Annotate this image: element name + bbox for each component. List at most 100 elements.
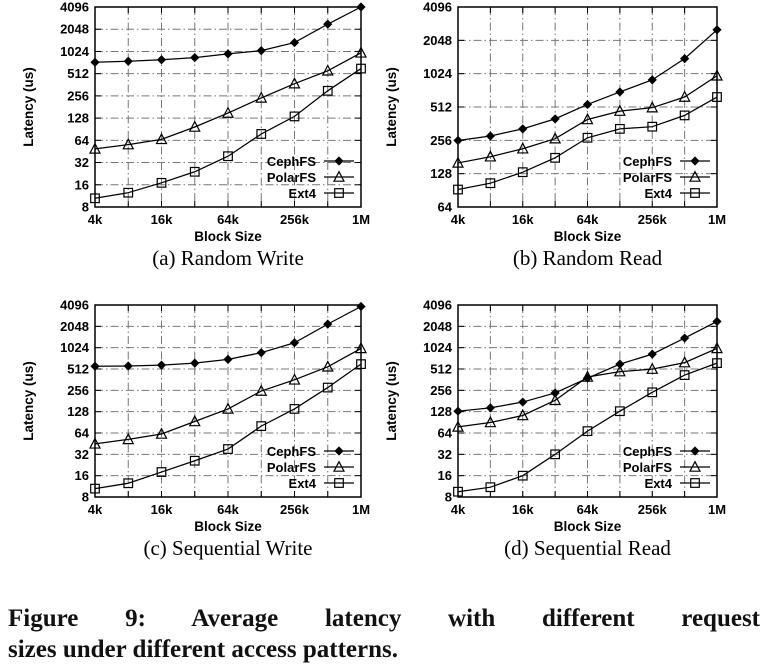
filled-diamond-marker — [550, 114, 560, 124]
filled-diamond-marker — [323, 319, 333, 329]
filled-diamond-marker — [453, 406, 463, 416]
x-tick-label: 256k — [280, 502, 310, 517]
y-tick-label: 1024 — [60, 44, 90, 59]
legend-sample — [680, 188, 710, 198]
y-axis-label: Latency (us) — [21, 361, 36, 441]
y-tick-label: 64 — [438, 426, 453, 441]
filled-diamond-marker — [712, 25, 722, 35]
open-square-marker — [289, 404, 300, 414]
x-tick-label: 1M — [352, 212, 370, 227]
y-tick-label: 8 — [82, 200, 89, 215]
series-ext4 — [453, 358, 722, 497]
x-axis-label: Block Size — [554, 229, 622, 244]
gridlines — [95, 305, 361, 497]
filled-diamond-marker — [485, 131, 495, 141]
open-square-marker — [453, 184, 463, 195]
y-tick-label: 512 — [67, 66, 89, 81]
filled-diamond-marker — [647, 75, 657, 85]
open-triangle-marker — [321, 360, 334, 372]
open-square-marker — [647, 387, 658, 398]
open-triangle-marker — [484, 415, 497, 428]
open-square-marker — [223, 444, 233, 454]
open-triangle-marker — [288, 77, 301, 89]
open-triangle-marker — [122, 138, 135, 150]
open-square-marker — [582, 426, 593, 437]
y-tick-labels: 8 16 32 64 128 256 512 1024 2048 4096 — [60, 298, 90, 505]
legend-sample — [324, 478, 354, 488]
open-triangle-marker — [581, 370, 594, 382]
open-square-marker — [679, 370, 690, 380]
x-tick-label: 1M — [708, 212, 726, 227]
open-square-marker — [90, 193, 100, 204]
open-square-marker — [517, 167, 528, 178]
filled-diamond-marker — [615, 87, 625, 97]
legend-label: CephFS — [267, 444, 316, 459]
open-triangle-marker — [288, 373, 301, 385]
legend-label: Ext4 — [289, 186, 317, 201]
open-square-marker — [647, 121, 658, 132]
open-square-marker — [550, 152, 561, 163]
open-square-marker — [582, 132, 593, 143]
y-tick-label: 2048 — [60, 319, 89, 334]
open-square-marker — [712, 92, 722, 102]
filled-diamond-marker — [156, 360, 167, 370]
open-triangle-marker — [516, 142, 529, 154]
x-tick-labels: 4k 16k 64k 256k 1M — [88, 502, 370, 517]
y-tick-label: 32 — [75, 155, 89, 170]
legend-label: PolarFS — [267, 170, 316, 185]
open-triangle-marker — [711, 69, 723, 81]
open-triangle-marker — [549, 393, 562, 406]
open-triangle-marker — [689, 460, 701, 472]
open-triangle-marker — [333, 170, 345, 182]
y-tick-label: 128 — [67, 111, 89, 126]
y-tick-label: 16 — [75, 177, 89, 192]
legend-label: Ext4 — [645, 476, 673, 491]
x-tick-label: 4k — [88, 212, 103, 227]
open-square-marker — [614, 406, 625, 417]
legend-sample — [324, 170, 354, 182]
y-tick-label: 4096 — [423, 298, 452, 313]
open-square-marker — [123, 478, 134, 489]
legend-sample — [324, 156, 354, 166]
chart-random-write: 8 16 32 64 128 256 512 1024 2048 4096 4k 16k 64k 256k… — [21, 0, 370, 270]
series-cephfs — [90, 2, 366, 67]
subplot-title: (b) Random Read — [513, 246, 663, 270]
filled-diamond-marker — [647, 349, 657, 359]
figure-caption-line-2: sizes under different access patterns. — [8, 636, 398, 663]
filled-diamond-marker — [256, 348, 266, 358]
open-triangle-marker — [484, 150, 497, 162]
open-square-marker — [223, 151, 233, 162]
y-tick-label: 8 — [82, 490, 89, 505]
y-tick-label: 512 — [430, 362, 452, 377]
filled-diamond-marker — [334, 156, 344, 166]
subplot-title: (c) Sequential Write — [143, 536, 312, 560]
open-triangle-marker — [222, 106, 234, 118]
x-tick-labels: 4k 16k 64k 256k 1M — [451, 212, 726, 227]
x-tick-label: 64k — [577, 502, 599, 517]
y-tick-label: 64 — [438, 200, 453, 215]
filled-diamond-marker — [123, 361, 133, 371]
y-tick-label: 128 — [430, 404, 452, 419]
y-tick-labels: 8 16 32 64 128 256 512 1024 2048 4096 — [423, 298, 453, 505]
open-square-marker — [517, 470, 528, 481]
legend-label: PolarFS — [623, 460, 672, 475]
x-axis-label: Block Size — [194, 229, 262, 244]
series-ext4 — [453, 92, 722, 195]
open-triangle-marker — [321, 64, 334, 76]
filled-diamond-marker — [690, 156, 700, 166]
open-triangle-marker — [549, 132, 562, 144]
legend-sample — [680, 156, 710, 166]
open-triangle-marker — [689, 170, 701, 182]
open-triangle-marker — [452, 420, 464, 432]
series-polarfs — [452, 341, 723, 432]
open-triangle-marker — [646, 362, 659, 374]
y-axis-label: Latency (us) — [385, 67, 399, 147]
x-tick-label: 256k — [638, 502, 668, 517]
x-tick-label: 1M — [352, 502, 370, 517]
series-ext4 — [90, 359, 366, 494]
x-axis-label: Block Size — [554, 519, 622, 534]
open-triangle-marker — [355, 46, 367, 58]
